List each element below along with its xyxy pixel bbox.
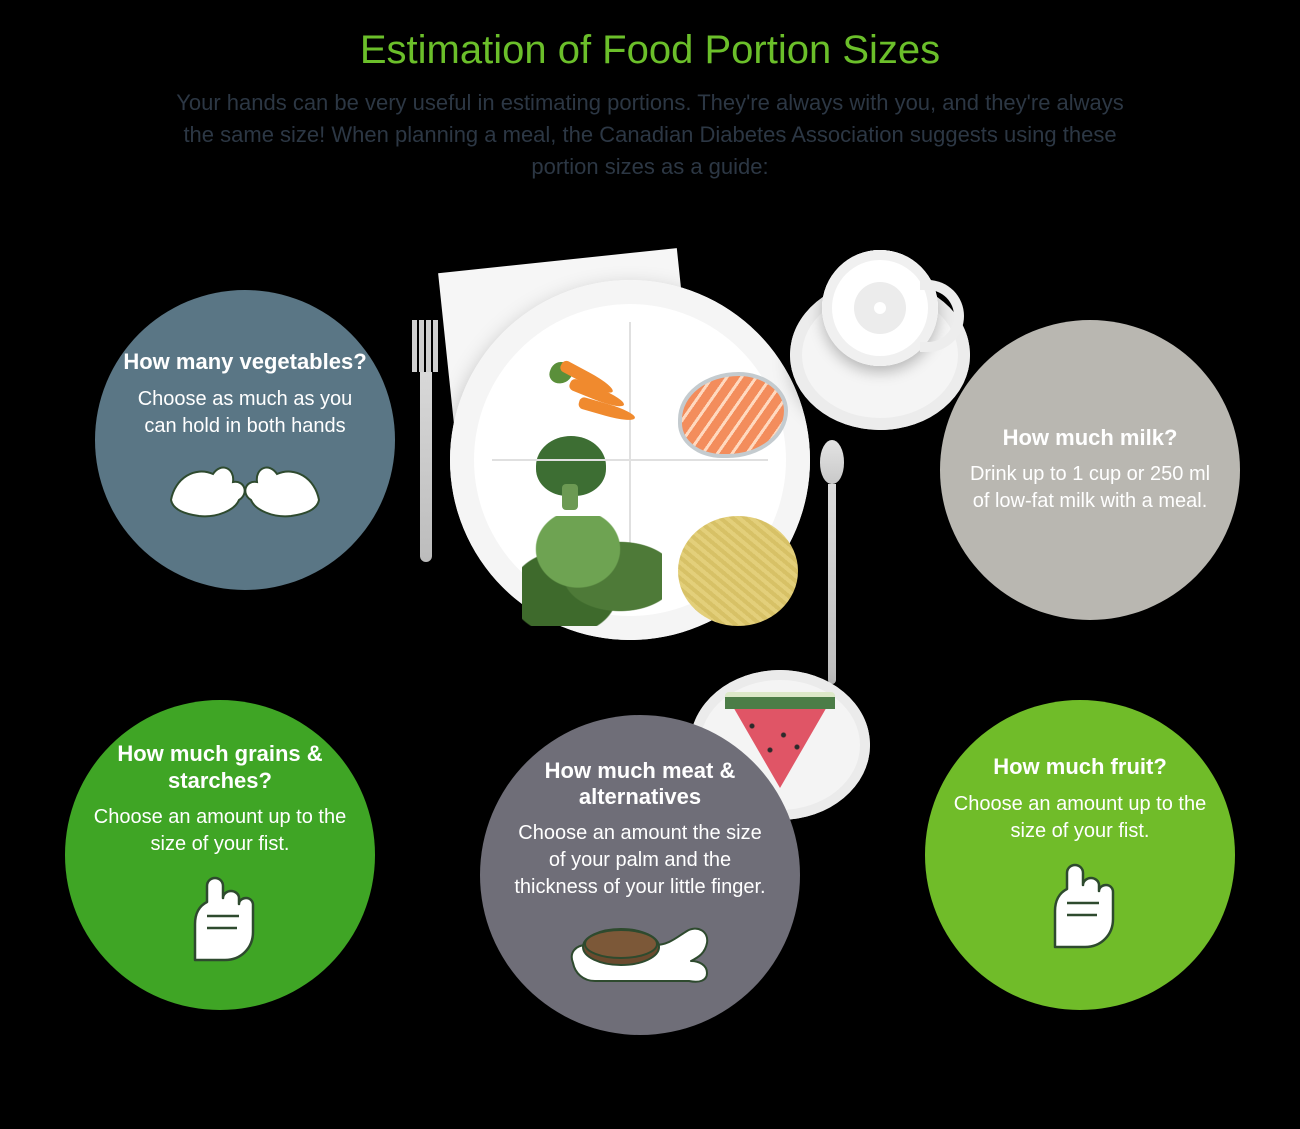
milk-question: How much milk? <box>1003 425 1178 451</box>
fork-icon <box>412 320 440 562</box>
lettuce-icon <box>522 516 662 626</box>
fist-icon <box>1035 861 1125 956</box>
pasta-icon <box>678 516 798 626</box>
vegetables-question: How many vegetables? <box>123 349 366 375</box>
plate-illustration <box>420 240 900 760</box>
meat-circle: How much meat & alternatives Choose an a… <box>480 715 800 1035</box>
milk-answer: Drink up to 1 cup or 250 ml of low-fat m… <box>968 461 1212 515</box>
two-hands-icon <box>165 456 325 531</box>
page-title: Estimation of Food Portion Sizes <box>0 0 1300 73</box>
salmon-icon <box>678 372 788 458</box>
meat-answer: Choose an amount the size of your palm a… <box>508 820 772 901</box>
fruit-circle: How much fruit? Choose an amount up to t… <box>925 700 1235 1010</box>
grains-circle: How much grains & starches? Choose an am… <box>65 700 375 1010</box>
cup-and-saucer-icon <box>790 250 970 430</box>
palm-icon <box>565 917 715 992</box>
page-subtitle: Your hands can be very useful in estimat… <box>160 87 1140 183</box>
meat-question: How much meat & alternatives <box>508 758 772 811</box>
plate-icon <box>450 280 810 640</box>
grains-answer: Choose an amount up to the size of your … <box>93 804 347 858</box>
spoon-icon <box>820 440 844 680</box>
vegetables-circle: How many vegetables? Choose as much as y… <box>95 290 395 590</box>
fruit-answer: Choose an amount up to the size of your … <box>953 791 1207 845</box>
grains-question: How much grains & starches? <box>93 741 347 794</box>
broccoli-icon <box>536 436 606 496</box>
vegetables-answer: Choose as much as you can hold in both h… <box>123 386 367 440</box>
fruit-question: How much fruit? <box>993 754 1167 780</box>
fist-icon <box>175 874 265 969</box>
milk-circle: How much milk? Drink up to 1 cup or 250 … <box>940 320 1240 620</box>
